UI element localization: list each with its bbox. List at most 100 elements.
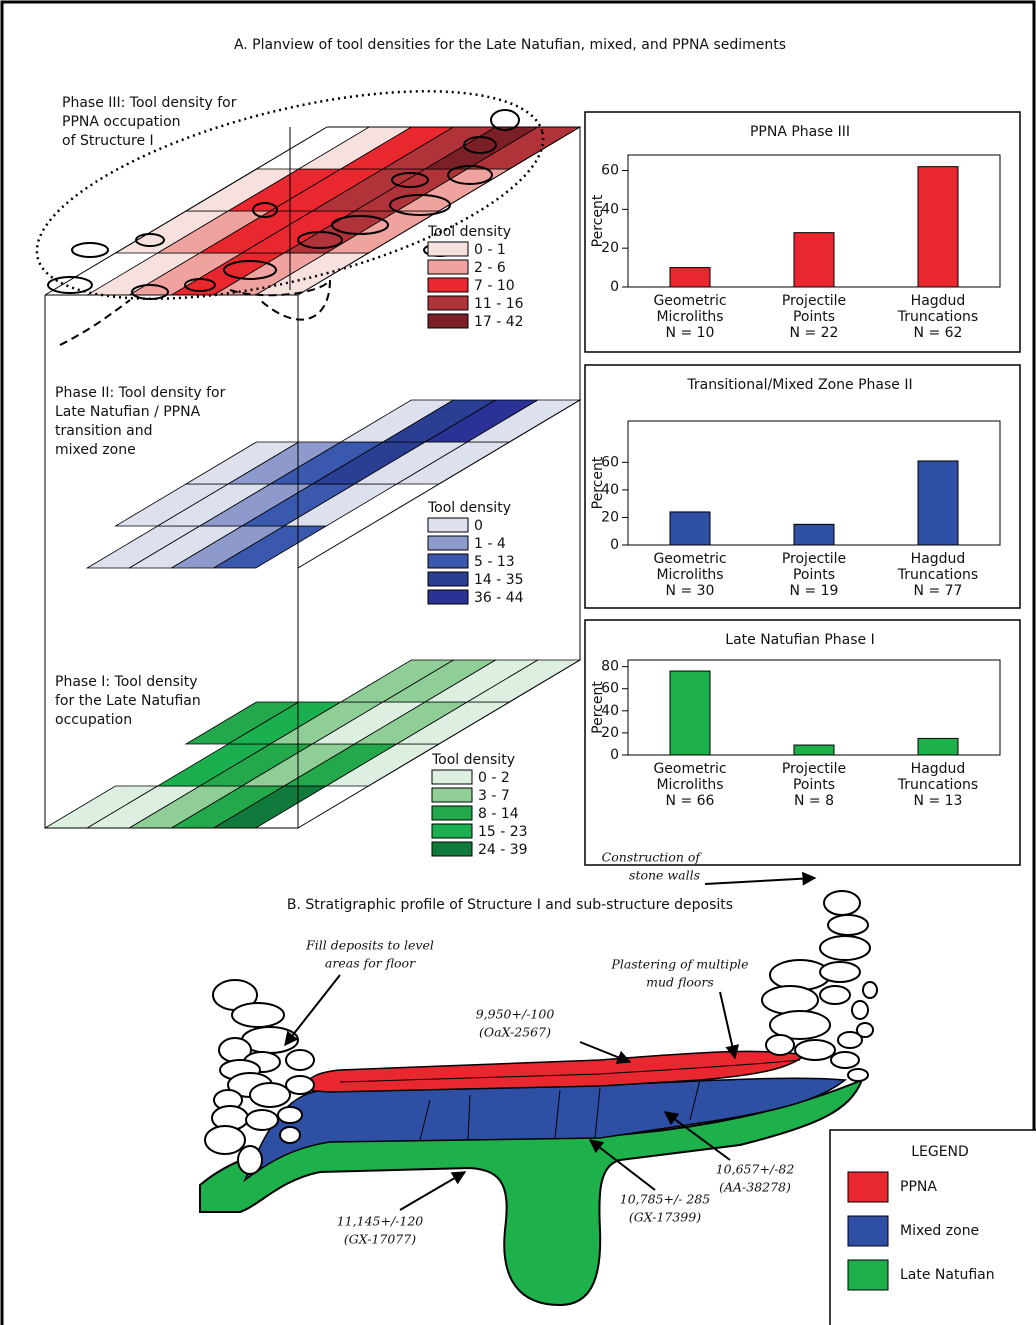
x-tick-n: N = 8 [794, 793, 834, 809]
planview: Phase III: Tool density for PPNA occupati… [35, 90, 582, 858]
x-tick-n: N = 13 [914, 793, 963, 809]
structure-outline [35, 90, 545, 300]
stone-outline [331, 215, 389, 235]
stone-outline [71, 242, 109, 258]
annotation: (AA-38278) [719, 1180, 791, 1195]
legend-swatch [427, 571, 469, 587]
x-tick-label: Geometric Microliths [653, 551, 726, 583]
stone [794, 1039, 836, 1061]
stone-outline [297, 231, 343, 249]
bar [669, 511, 711, 546]
y-tick-label: 20 [601, 725, 619, 741]
stone-outline [184, 278, 216, 292]
x-tick-label: Projectile Points [782, 761, 846, 793]
legend-label: Mixed zone [900, 1223, 979, 1239]
y-tick-label: 60 [601, 681, 619, 697]
floor-lines [339, 1059, 801, 1141]
legend-swatch [847, 1171, 889, 1203]
legend-label: 2 - 6 [474, 260, 506, 276]
legend-swatch [431, 787, 473, 803]
legend-swatch [427, 553, 469, 569]
legend-swatch [427, 535, 469, 551]
legend-label: 0 [474, 518, 483, 534]
legend-swatch [847, 1259, 889, 1291]
stone-outline [447, 165, 493, 185]
legend-title: Tool density [431, 752, 515, 768]
x-tick-n: N = 22 [790, 325, 839, 341]
stone [827, 914, 869, 936]
annotation: Plastering of multiple [610, 957, 748, 972]
annotation: 9,950+/-100 [476, 1007, 555, 1022]
x-tick-n: N = 10 [666, 325, 715, 341]
box-edge [297, 659, 581, 829]
stone-outline [463, 136, 497, 154]
y-axis-label: Percent [590, 681, 606, 734]
stone-outline [131, 284, 169, 300]
stone [769, 1010, 831, 1040]
bar [917, 737, 959, 756]
annotation: stone walls [629, 868, 700, 883]
phase-label: Phase III: Tool density for [62, 95, 237, 111]
bar [669, 670, 711, 756]
stone [204, 1125, 246, 1155]
x-tick-label: Projectile Points [782, 293, 846, 325]
legend-label: 17 - 42 [474, 314, 524, 330]
y-tick-label: 0 [610, 537, 619, 553]
stone [285, 1075, 315, 1095]
stone [862, 981, 878, 999]
legend-swatch [431, 841, 473, 857]
annotation-arrow [719, 991, 740, 1060]
stone [819, 935, 871, 961]
annotations: Construction of stone walls Fill deposits … [284, 850, 817, 1247]
bar [669, 267, 711, 288]
x-tick-n: N = 62 [914, 325, 963, 341]
x-tick-label: Hagdud Truncations [897, 761, 978, 793]
annotation: (GX-17077) [344, 1232, 416, 1247]
bar [917, 460, 959, 546]
x-tick-n: N = 66 [666, 793, 715, 809]
stone-outline [389, 194, 451, 216]
stone [847, 1068, 869, 1082]
legend-swatch [427, 589, 469, 605]
bar [917, 166, 959, 288]
phase-label: of Structure I [62, 133, 154, 149]
y-axis-label: Percent [590, 194, 606, 247]
legend-label: 14 - 35 [474, 572, 524, 588]
legend-label: 5 - 13 [474, 554, 515, 570]
chart-title: PPNA Phase III [750, 124, 850, 140]
stone [830, 1051, 860, 1069]
annotation-arrow [399, 1171, 467, 1211]
box-edge [44, 126, 328, 296]
phase-label: Late Natufian / PPNA [55, 404, 201, 420]
annotation-arrow [588, 1139, 656, 1191]
legend-label: 24 - 39 [478, 842, 528, 858]
ppna-deposit [298, 1050, 807, 1093]
legend-swatch [427, 259, 469, 275]
stone-outline [223, 260, 277, 280]
legend-swatch [427, 277, 469, 293]
legend-swatch [431, 769, 473, 785]
y-tick-label: 40 [601, 201, 619, 217]
legend-label: 11 - 16 [474, 296, 524, 312]
stone [851, 1000, 869, 1020]
x-tick-n: N = 30 [666, 583, 715, 599]
x-tick-label: Hagdud Truncations [897, 551, 978, 583]
legend-swatch [431, 823, 473, 839]
annotation-arrow [704, 871, 817, 886]
stone-outline [391, 172, 429, 188]
annotation-arrow [284, 974, 341, 1047]
stone [237, 1145, 263, 1175]
legend-swatch [427, 241, 469, 257]
stone-outline [135, 233, 165, 247]
annotation: (OaX-2567) [479, 1025, 551, 1040]
annotation: Construction of [602, 850, 703, 865]
stone [249, 1082, 291, 1108]
stone [761, 985, 819, 1015]
charts: PPNA Phase III Percent 0 20 40 60 Geometric Mic… [584, 111, 1021, 866]
annotation: mud floors [646, 975, 714, 990]
annotation: (GX-17399) [629, 1210, 701, 1225]
phase-label: Phase I: Tool density [55, 674, 198, 690]
x-tick-n: N = 77 [914, 583, 963, 599]
profile: Construction of stone walls Fill deposits … [199, 850, 1036, 1325]
